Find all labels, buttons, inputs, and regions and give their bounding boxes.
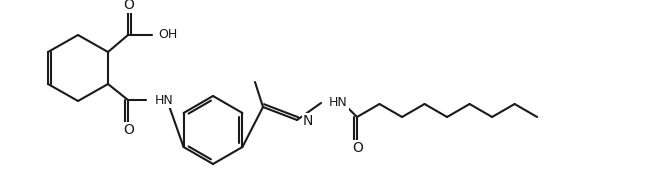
Text: HN: HN bbox=[155, 94, 174, 107]
Text: O: O bbox=[124, 123, 135, 137]
Text: OH: OH bbox=[159, 29, 178, 42]
Text: HN: HN bbox=[329, 96, 348, 109]
Text: O: O bbox=[124, 0, 135, 12]
Text: N: N bbox=[303, 114, 314, 128]
Text: O: O bbox=[352, 141, 364, 155]
